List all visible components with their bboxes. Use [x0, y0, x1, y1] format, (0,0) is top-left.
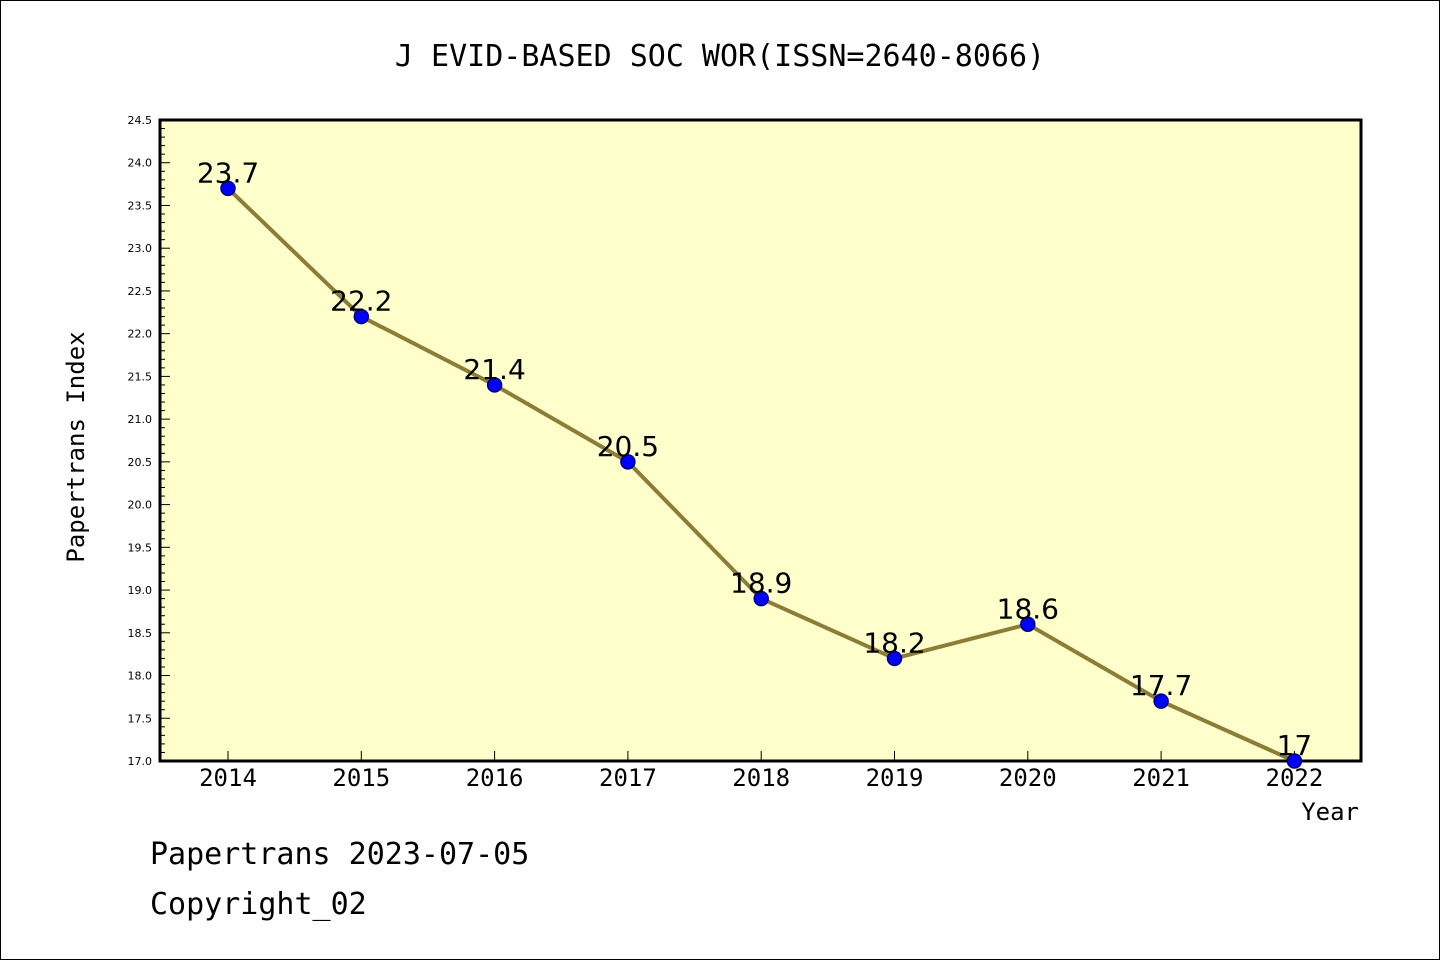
plot-area	[158, 118, 1363, 763]
chart-title: J EVID-BASED SOC WOR(ISSN=2640-8066)	[395, 39, 1045, 74]
x-tick-label: 2020	[999, 764, 1057, 792]
data-label: 17	[1277, 729, 1313, 762]
y-tick-label: 19.5	[128, 541, 153, 554]
data-point-marker	[220, 180, 236, 197]
y-tick-label: 18.0	[128, 670, 153, 683]
footer-date: Papertrans 2023-07-05	[150, 837, 529, 872]
data-label: 18.9	[730, 567, 792, 600]
y-tick-label: 19.0	[128, 584, 153, 597]
data-point-marker	[753, 590, 769, 607]
y-tick-label: 20.5	[128, 456, 153, 469]
y-tick-label: 18.5	[128, 627, 153, 640]
y-tick-label: 20.0	[128, 499, 153, 512]
x-tick-label: 2014	[199, 764, 257, 792]
y-tick-label: 24.5	[128, 114, 153, 127]
y-tick-label: 21.5	[128, 370, 153, 383]
x-tick-label: 2016	[466, 764, 524, 792]
data-point-marker	[620, 454, 636, 470]
x-tick-label: 2018	[732, 764, 790, 792]
x-tick-label: 2017	[599, 764, 657, 792]
x-axis: 2014 2015 2016 2017 2018 2019 2020 2021 2022	[199, 751, 1323, 792]
x-axis-label: Year	[1301, 798, 1359, 826]
data-label: 20.5	[597, 430, 659, 463]
y-axis: 17.0 17.5 18.0 18.5 19.0 19.5 20.0 20.5 21.0 21.5…	[128, 114, 170, 768]
y-axis-label: Papertrans Index	[62, 331, 90, 562]
footer-copyright: Copyright_02	[150, 887, 367, 922]
data-label: 21.4	[463, 353, 525, 386]
y-tick-label: 17.0	[128, 755, 153, 768]
data-point-marker	[353, 308, 370, 325]
data-label: 22.2	[330, 285, 392, 318]
y-tick-label: 24.0	[128, 157, 153, 170]
y-tick-label: 22.5	[128, 285, 153, 298]
y-tick-label: 17.5	[128, 712, 153, 725]
y-tick-label: 21.0	[128, 413, 153, 426]
data-label: 17.7	[1130, 669, 1192, 702]
y-tick-label: 22.0	[128, 328, 153, 341]
data-label: 18.2	[863, 626, 925, 659]
data-point-marker	[486, 377, 503, 393]
series-layer: 23.7 22.2 21.4 20.5 18.9 18.2 18.6 17.7 17	[197, 156, 1313, 769]
data-point-marker	[1153, 693, 1169, 709]
data-label: 23.7	[197, 156, 259, 189]
data-point-marker	[1020, 616, 1036, 633]
y-tick-label: 23.0	[128, 242, 153, 255]
data-label: 18.6	[997, 592, 1059, 625]
y-tick-label: 23.5	[128, 199, 153, 212]
x-tick-label: 2021	[1132, 764, 1190, 792]
data-point-marker	[886, 650, 903, 667]
data-point-marker	[1286, 753, 1303, 769]
x-tick-label: 2015	[332, 764, 390, 792]
x-tick-label: 2019	[866, 764, 924, 792]
